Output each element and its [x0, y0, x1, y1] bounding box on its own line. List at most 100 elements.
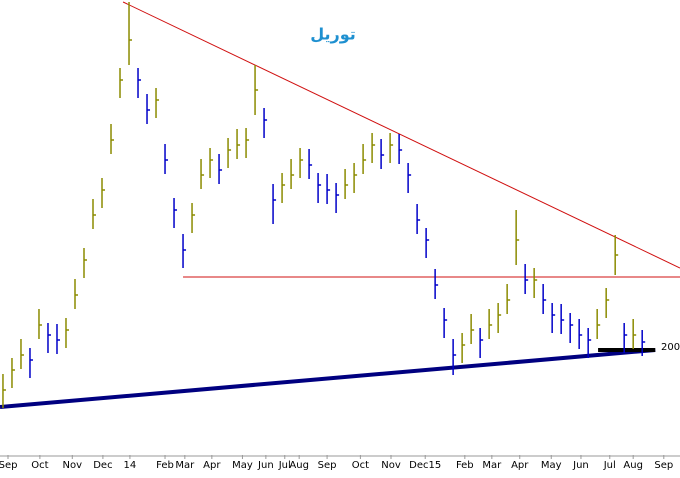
price-bar — [506, 284, 511, 314]
price-bar — [596, 309, 601, 339]
x-tick-label: Sep — [318, 460, 337, 471]
price-bar — [443, 308, 448, 338]
price-bar — [344, 169, 349, 199]
price-bar — [290, 159, 295, 189]
price-bar — [128, 2, 133, 65]
chart-title: توریل — [310, 25, 356, 44]
price-bar — [425, 228, 430, 258]
price-bar — [92, 199, 97, 229]
price-bar — [218, 154, 223, 184]
price-bar — [227, 138, 232, 168]
x-tick-label: Dec15 — [409, 460, 441, 471]
x-tick-label: Oct — [352, 460, 369, 471]
x-tick-label: Aug — [289, 460, 309, 471]
price-bar — [281, 173, 286, 203]
price-bar — [101, 178, 106, 208]
price-bar — [605, 288, 610, 318]
x-tick-label: Mar — [175, 460, 195, 471]
price-bar — [479, 328, 484, 358]
price-bar — [587, 328, 592, 358]
price-bar — [470, 314, 475, 344]
price-bar — [434, 269, 439, 299]
price-bar — [56, 324, 60, 354]
price-bar — [2, 374, 6, 408]
price-bar — [200, 159, 205, 189]
price-bar — [389, 133, 394, 163]
price-bar — [29, 348, 33, 378]
x-tick-label: Dec — [93, 460, 112, 471]
x-tick-label: Nov — [63, 460, 83, 471]
x-tick-label: Feb — [156, 460, 174, 471]
price-bar — [47, 323, 51, 353]
price-bar — [524, 264, 529, 294]
price-bar — [137, 68, 142, 98]
price-bar — [11, 358, 15, 388]
price-bar — [335, 183, 340, 213]
price-bar — [416, 204, 421, 234]
price-bar — [497, 303, 502, 333]
price-bar — [551, 303, 556, 333]
x-tick-label: Apr — [511, 460, 529, 471]
x-tick-label: Jul — [603, 460, 616, 471]
price-bar — [299, 148, 304, 178]
price-bar — [245, 128, 250, 158]
level-label: 2005 — [661, 342, 680, 353]
price-bar — [38, 309, 42, 339]
x-tick-label: Apr — [203, 460, 221, 471]
x-tick-label: Jun — [572, 460, 589, 471]
price-bar — [119, 68, 124, 98]
x-tick-label: Sep — [654, 460, 673, 471]
price-bar — [263, 108, 268, 138]
price-bar — [191, 203, 196, 233]
price-bar — [371, 133, 376, 163]
price-bar — [515, 210, 520, 265]
price-bar — [65, 318, 69, 348]
x-tick-label: Aug — [623, 460, 643, 471]
price-bar — [254, 65, 259, 115]
price-bar — [632, 319, 637, 349]
x-tick-label: May — [541, 460, 562, 471]
price-bar — [74, 279, 78, 309]
price-bar — [533, 268, 538, 298]
price-bar — [182, 234, 187, 268]
price-bar — [578, 319, 583, 349]
price-bar — [308, 149, 313, 179]
price-bar — [317, 173, 322, 203]
price-bar — [272, 184, 277, 224]
x-tick-label: Jun — [257, 460, 274, 471]
price-bar — [569, 313, 574, 343]
trend-line — [122, 1, 680, 269]
price-bar — [20, 339, 24, 369]
x-tick-label: May — [232, 460, 253, 471]
x-tick-label: 14 — [124, 460, 137, 471]
price-bar — [362, 144, 367, 174]
price-bar — [380, 139, 385, 169]
price-bar — [461, 333, 466, 363]
price-bar — [173, 198, 178, 228]
price-bar — [164, 144, 169, 174]
trend-line — [0, 348, 656, 409]
price-bar — [110, 124, 115, 154]
price-bar — [542, 284, 547, 314]
price-bar — [641, 330, 646, 356]
price-bar — [209, 148, 214, 178]
x-tick-label: Jul — [278, 460, 291, 471]
x-tick-label: Mar — [482, 460, 502, 471]
x-tick-label: Sep — [0, 460, 17, 471]
price-bar — [326, 174, 331, 204]
price-bar — [623, 323, 628, 353]
price-bar — [560, 304, 565, 334]
price-bar — [488, 309, 493, 339]
price-bar — [236, 129, 241, 159]
price-bar — [155, 88, 160, 118]
x-tick-label: Feb — [456, 460, 474, 471]
price-bar — [614, 235, 619, 275]
price-bar — [398, 134, 403, 164]
x-tick-label: Nov — [381, 460, 401, 471]
price-bar — [452, 339, 457, 375]
x-tick-label: Oct — [31, 460, 48, 471]
price-bar — [83, 248, 87, 278]
price-bar — [146, 94, 151, 124]
